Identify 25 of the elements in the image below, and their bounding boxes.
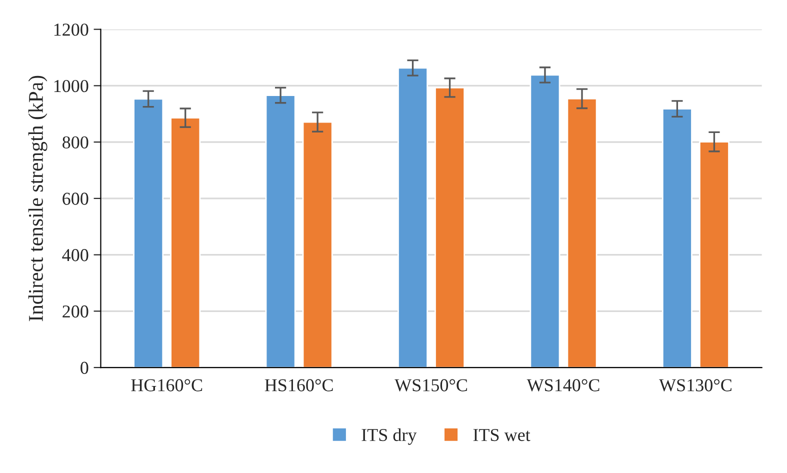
x-tick-label: HS160°C xyxy=(264,379,333,392)
y-tick-label: 400 xyxy=(62,249,88,262)
bar xyxy=(698,141,730,368)
x-tick-label: WS140°C xyxy=(526,379,600,392)
y-tick-label: 800 xyxy=(62,136,88,148)
bar xyxy=(170,117,201,368)
bar xyxy=(133,98,164,368)
y-tick-label: 200 xyxy=(62,305,88,318)
bar xyxy=(530,74,560,368)
x-tick-label: WS150°C xyxy=(394,379,467,392)
bar xyxy=(662,108,692,368)
y-tick-label: 1200 xyxy=(54,24,88,36)
bar xyxy=(434,86,466,368)
x-tick-label: HG160°C xyxy=(131,379,202,392)
bar xyxy=(566,98,598,368)
x-tick-label: WS130°C xyxy=(659,379,732,392)
y-tick-label: 1000 xyxy=(54,80,88,92)
y-tick-label: 0 xyxy=(80,362,88,374)
bar xyxy=(302,121,333,368)
legend-label: ITS dry xyxy=(362,428,417,445)
legend-label: ITS wet xyxy=(473,428,530,442)
bar xyxy=(265,94,296,368)
y-axis-title: Indirect tensile strength (kPa) xyxy=(28,76,48,322)
bar xyxy=(398,67,428,368)
y-tick-label: 600 xyxy=(62,192,88,205)
